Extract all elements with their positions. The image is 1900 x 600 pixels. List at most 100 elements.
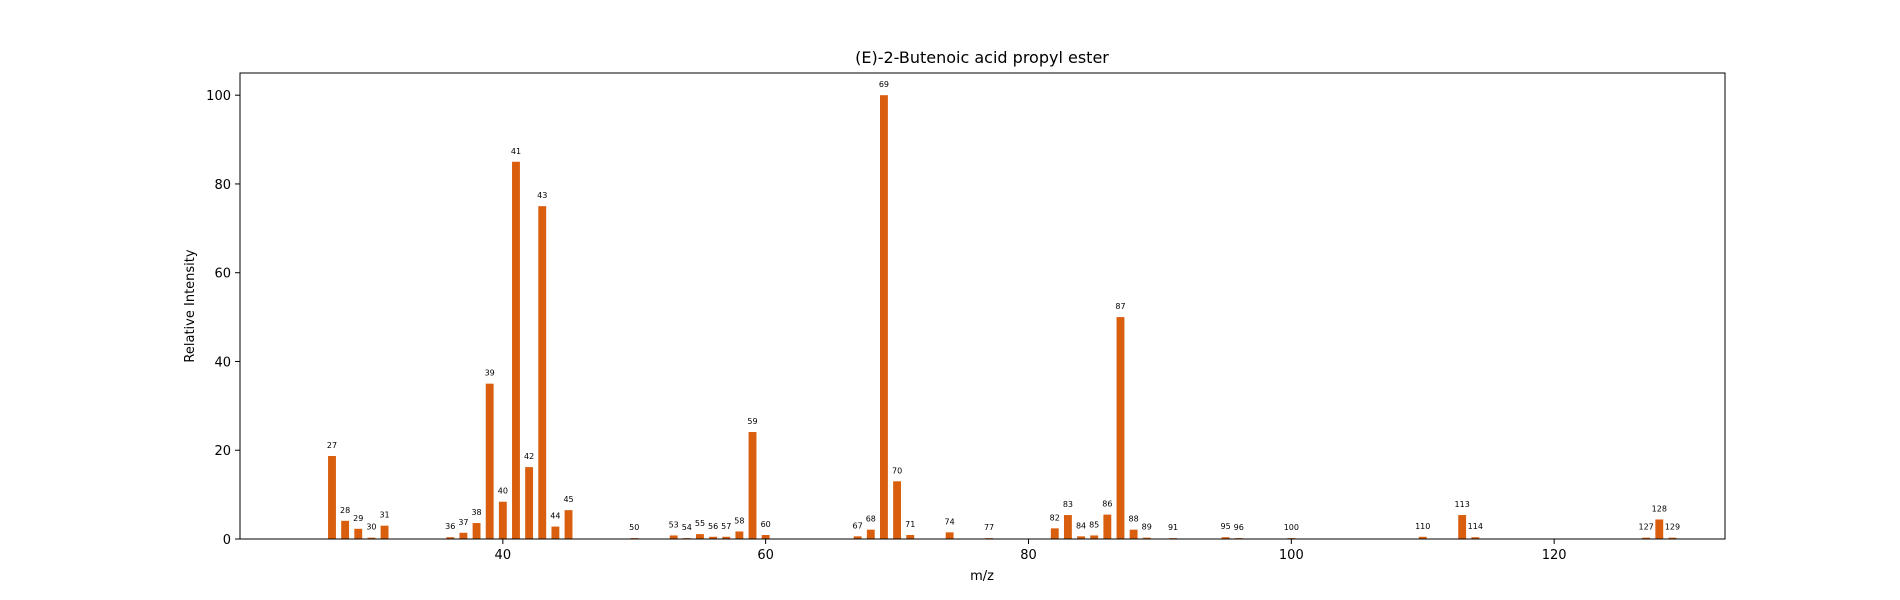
- bar-label-mz-40: 40: [498, 487, 508, 496]
- bar-mz-127: [1642, 537, 1651, 539]
- bar-mz-37: [459, 532, 468, 539]
- bar-label-mz-67: 67: [853, 521, 863, 530]
- bar-label-mz-43: 43: [537, 191, 547, 200]
- x-tick-label: 80: [1020, 548, 1037, 563]
- bar-label-mz-45: 45: [563, 495, 573, 504]
- bar-mz-58: [735, 531, 744, 539]
- bar-mz-59: [748, 432, 757, 539]
- bar-mz-70: [893, 481, 902, 539]
- bar-mz-29: [354, 528, 363, 539]
- bar-label-mz-36: 36: [445, 522, 455, 531]
- bar-mz-82: [1050, 528, 1059, 539]
- bar-label-mz-57: 57: [721, 522, 731, 531]
- x-tick-label: 100: [1279, 548, 1304, 563]
- bar-label-mz-59: 59: [747, 417, 757, 426]
- bar-mz-44: [551, 526, 560, 539]
- x-axis-label: m/z: [970, 569, 994, 584]
- bars-group: [328, 95, 1677, 539]
- bar-label-mz-38: 38: [471, 508, 481, 517]
- bar-mz-86: [1103, 514, 1112, 539]
- bar-label-mz-96: 96: [1234, 523, 1244, 532]
- bar-mz-74: [945, 532, 954, 539]
- bar-label-mz-69: 69: [879, 80, 889, 89]
- bar-label-mz-41: 41: [511, 147, 521, 156]
- bar-label-mz-37: 37: [458, 518, 468, 527]
- bar-mz-129: [1668, 537, 1677, 539]
- bar-label-mz-129: 129: [1665, 523, 1680, 532]
- bar-label-mz-58: 58: [734, 516, 744, 525]
- bar-label-mz-89: 89: [1142, 523, 1152, 532]
- bar-mz-84: [1077, 536, 1085, 539]
- bar-mz-31: [380, 525, 389, 539]
- bar-label-mz-53: 53: [669, 520, 679, 529]
- x-axis: 40 60 80 100 120: [495, 539, 1567, 563]
- bar-label-mz-85: 85: [1089, 520, 1099, 529]
- bar-mz-39: [485, 383, 494, 539]
- bar-mz-85: [1090, 535, 1099, 539]
- bar-label-mz-31: 31: [379, 511, 389, 520]
- bar-mz-88: [1129, 529, 1138, 539]
- bar-label-mz-70: 70: [892, 466, 902, 475]
- bar-label-mz-54: 54: [682, 523, 692, 532]
- bar-label-mz-110: 110: [1415, 522, 1430, 531]
- bar-mz-57: [722, 536, 731, 539]
- bar-label-mz-30: 30: [366, 523, 376, 532]
- bar-label-mz-27: 27: [327, 441, 337, 450]
- y-tick-label: 40: [214, 355, 231, 370]
- bar-label-mz-88: 88: [1129, 515, 1139, 524]
- bar-label-mz-114: 114: [1468, 522, 1483, 531]
- bar-mz-87: [1116, 317, 1125, 539]
- bar-mz-83: [1063, 515, 1072, 539]
- x-tick-label: 120: [1542, 548, 1567, 563]
- bar-mz-114: [1471, 537, 1480, 539]
- bar-mz-36: [446, 537, 455, 539]
- y-axis-label: Relative Intensity: [183, 249, 198, 362]
- bar-mz-68: [866, 529, 875, 539]
- bar-label-mz-50: 50: [629, 523, 639, 532]
- bar-label-mz-91: 91: [1168, 523, 1178, 532]
- bar-mz-69: [880, 95, 888, 539]
- bar-mz-53: [669, 535, 678, 539]
- bar-label-mz-74: 74: [945, 517, 955, 526]
- bar-label-mz-87: 87: [1115, 302, 1125, 311]
- bar-mz-60: [761, 535, 770, 539]
- bar-mz-71: [906, 535, 915, 539]
- x-tick-label: 40: [495, 548, 512, 563]
- bar-label-mz-82: 82: [1050, 513, 1060, 522]
- bar-mz-28: [341, 520, 350, 539]
- bar-mz-38: [472, 523, 481, 539]
- bar-label-mz-77: 77: [984, 523, 994, 532]
- bar-label-mz-84: 84: [1076, 521, 1086, 530]
- y-tick-label: 100: [206, 89, 231, 104]
- bar-mz-27: [328, 456, 336, 539]
- bar-mz-89: [1142, 537, 1151, 539]
- plot-frame: [239, 72, 1726, 540]
- bar-mz-128: [1655, 519, 1664, 539]
- bar-mz-56: [709, 536, 718, 539]
- bar-mz-30: [367, 537, 376, 539]
- y-tick-label: 20: [214, 444, 231, 459]
- bar-label-mz-60: 60: [761, 520, 771, 529]
- x-tick-label: 60: [757, 548, 774, 563]
- bar-mz-43: [538, 206, 547, 539]
- bar-label-mz-100: 100: [1284, 523, 1299, 532]
- bar-mz-113: [1458, 515, 1467, 539]
- y-axis: 0 20 40 60 80 100: [206, 89, 240, 548]
- chart-title: (E)-2-Butenoic acid propyl ester: [855, 48, 1109, 67]
- y-tick-label: 80: [214, 178, 231, 193]
- bar-label-mz-113: 113: [1455, 500, 1470, 509]
- bar-mz-41: [512, 161, 520, 539]
- bar-mz-95: [1221, 537, 1230, 539]
- bar-mz-45: [564, 510, 573, 539]
- bar-label-mz-83: 83: [1063, 500, 1073, 509]
- bar-mz-42: [525, 467, 534, 539]
- bar-label-mz-55: 55: [695, 519, 705, 528]
- bar-label-mz-44: 44: [550, 512, 560, 521]
- bar-label-mz-86: 86: [1102, 500, 1112, 509]
- bar-label-mz-28: 28: [340, 506, 350, 515]
- bar-label-mz-39: 39: [485, 369, 495, 378]
- y-tick-label: 0: [223, 533, 231, 548]
- bar-label-mz-71: 71: [905, 520, 915, 529]
